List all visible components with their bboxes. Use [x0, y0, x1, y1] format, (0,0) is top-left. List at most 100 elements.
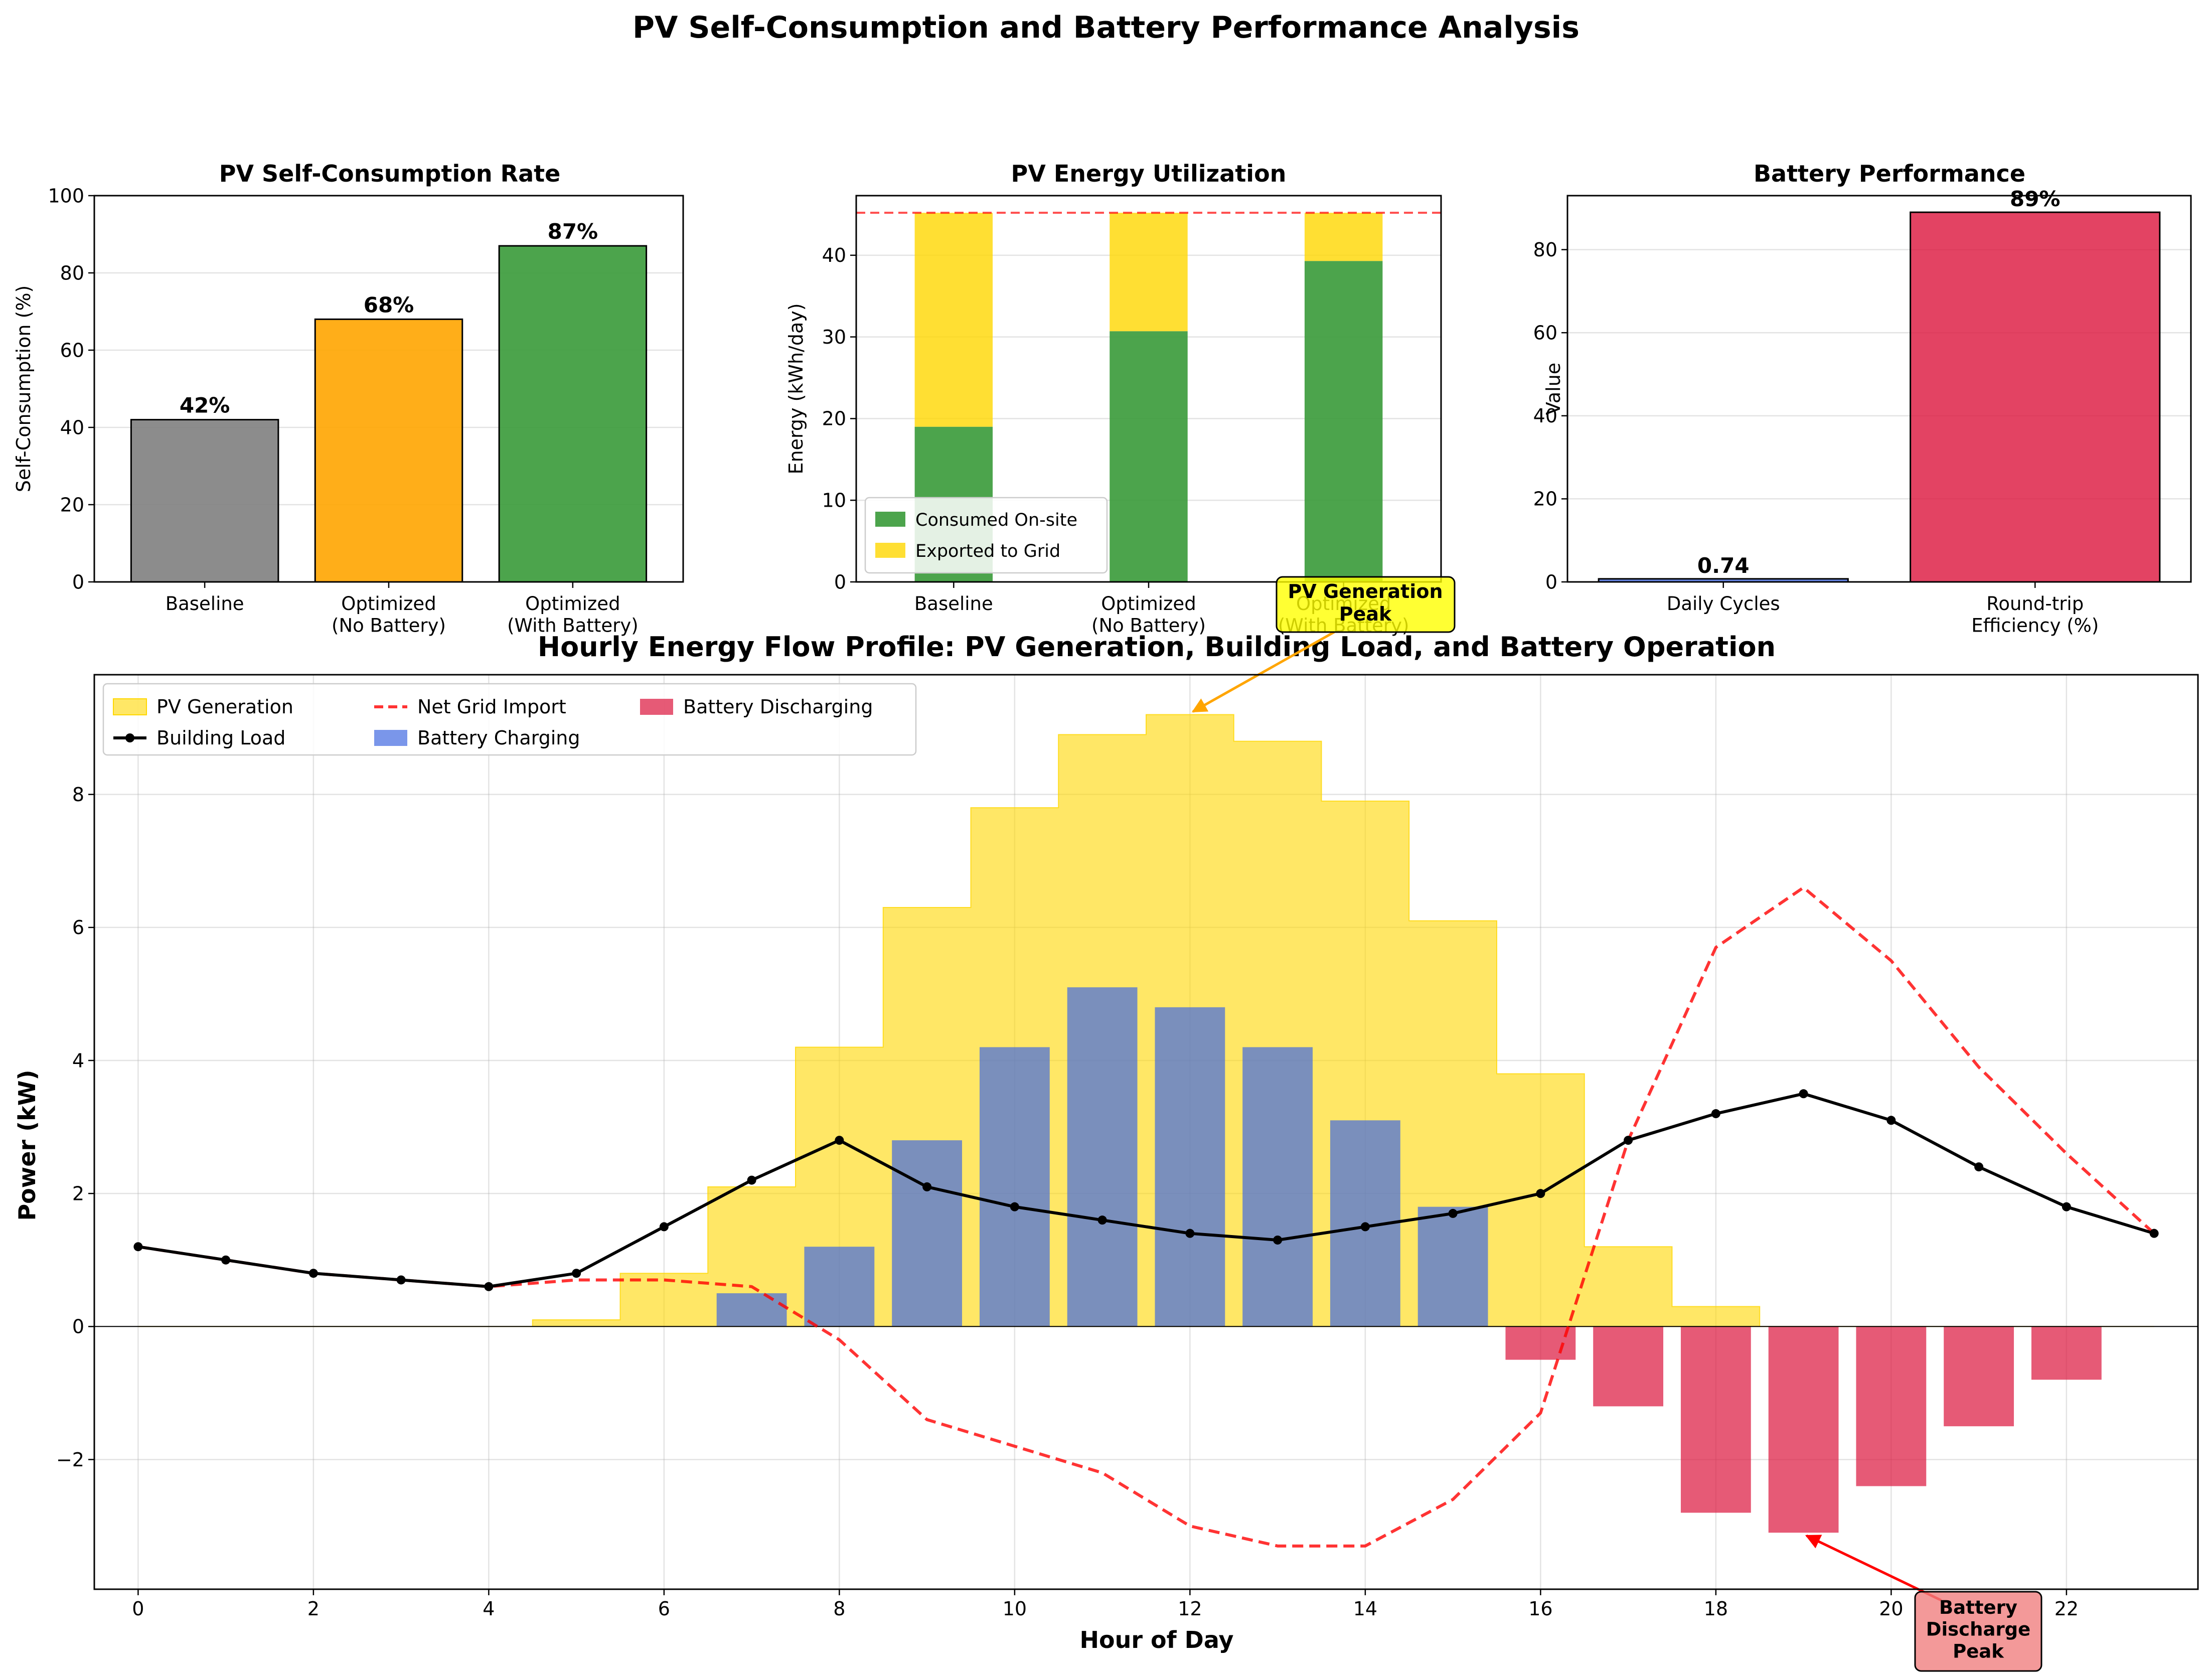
- panel4-building-load-point-20: [1886, 1116, 1896, 1125]
- panel4-battery-charging-bar-7: [716, 1293, 787, 1327]
- panel4-battery-discharging-bar-16: [1505, 1326, 1576, 1360]
- panel4-ytick-label: −2: [56, 1449, 84, 1471]
- panel1-data-label-0: 42%: [180, 393, 230, 418]
- panel4-battery-discharging-bar-22: [2031, 1326, 2102, 1380]
- panel3-data-label-0: 0.74: [1697, 553, 1750, 578]
- panel4-pv-peak-arrow: [1191, 631, 1335, 713]
- figure-title: PV Self-Consumption and Battery Performa…: [633, 10, 1579, 45]
- panel2-bar-consumed-1: [1110, 331, 1188, 582]
- panel4-building-load-line: [137, 1092, 2155, 1288]
- panel3-ytick-label: 60: [1533, 322, 1557, 344]
- panel4-legend-swatch-discharging: [640, 699, 673, 715]
- panel4-legend-swatch-pv: [113, 698, 147, 715]
- panel2-ytick-label: 10: [822, 490, 846, 512]
- panel4-battery-charging-bar-11: [1067, 987, 1138, 1327]
- hourly-energy-flow-chart: Hourly Energy Flow Profile: PV Generatio…: [14, 576, 2199, 1672]
- panel4-ytick-label: 2: [72, 1182, 84, 1204]
- panel1-frame: [93, 195, 684, 583]
- panel4-building-load-point-15: [1448, 1208, 1458, 1218]
- panel4-building-load-point-19: [1799, 1089, 1808, 1099]
- panel2-ytick-label: 40: [822, 244, 846, 266]
- panel1-ytick-label: 60: [60, 339, 84, 361]
- panel2-legend-label-exported: Exported to Grid: [915, 541, 1060, 561]
- panel2-ylabel: Energy (kWh/day): [785, 303, 807, 474]
- panel4-battery-charging-bar-9: [892, 1140, 963, 1327]
- panel4-xtick-label: 6: [658, 1598, 670, 1620]
- energy-utilization-chart: PV Energy Utilization Energy (kWh/day) 0…: [785, 160, 1442, 637]
- battery-performance-chart: Battery Performance Value 0 20 40 60 80 0.74 D…: [1533, 160, 2192, 637]
- panel4-xtick-label: 0: [132, 1598, 144, 1620]
- panel4-xtick-label: 2: [307, 1598, 320, 1620]
- panel4-building-load-point-18: [1711, 1109, 1720, 1119]
- panel4-title: Hourly Energy Flow Profile: PV Generatio…: [538, 631, 1776, 663]
- panel2-frame: [855, 195, 1442, 583]
- panel1-ytick-label: 100: [48, 185, 84, 207]
- panel3-ylabel: Value: [1542, 363, 1564, 415]
- panel2-ytick-label: 0: [834, 571, 846, 593]
- panel4-building-load-point-10: [1010, 1202, 1019, 1211]
- panel4-building-load-point-4: [484, 1282, 494, 1291]
- panel4-xlabel: Hour of Day: [1080, 1626, 1234, 1653]
- panel4-building-load-point-8: [835, 1136, 844, 1145]
- panel2-bar-exported-0: [914, 213, 993, 427]
- panel1-data-label-2: 87%: [548, 219, 598, 244]
- panel3-xtick-label-0: Daily Cycles: [1667, 593, 1780, 615]
- panel1-ytick-label: 40: [60, 416, 84, 438]
- panel4-ytick-label: 6: [72, 917, 84, 939]
- panel4-battery-discharging-bar-21: [1944, 1326, 2014, 1427]
- panel4-building-load-point-21: [1974, 1162, 1984, 1172]
- panel4-building-load-point-9: [922, 1182, 932, 1191]
- panel4-building-load-point-6: [659, 1222, 669, 1232]
- panel4-legend-label-discharging: Battery Discharging: [683, 696, 873, 718]
- panel2-xtick-label-1: Optimized (No Battery): [1091, 593, 1206, 637]
- panel1-xtick-label-0: Baseline: [166, 593, 244, 615]
- panel3-ytick-label: 80: [1533, 239, 1557, 261]
- panel3-ytick-label: 20: [1533, 488, 1557, 510]
- panel4-building-load-point-22: [2062, 1202, 2071, 1211]
- panel4-battery-discharging-bar-19: [1768, 1326, 1839, 1533]
- panel2-bar-exported-2: [1304, 213, 1383, 261]
- panel1-title: PV Self-Consumption Rate: [219, 160, 561, 187]
- panel4-xtick-label: 4: [483, 1598, 495, 1620]
- panel2-ytick-label: 20: [822, 408, 846, 430]
- panel4-battery-discharging-bar-17: [1593, 1326, 1664, 1407]
- panel4-battery-charging-bar-8: [804, 1247, 875, 1327]
- panel4-battery-charging-bar-13: [1242, 1047, 1313, 1327]
- panel1-xtick-label-2: Optimized (With Battery): [507, 593, 639, 637]
- panel4-legend-swatch-load-marker: [125, 733, 134, 742]
- panel3-frame: [1566, 195, 2192, 583]
- panel4-ylabel: Power (kW): [14, 1070, 41, 1221]
- panel4-ytick-label: 8: [72, 784, 84, 806]
- panel3-ytick-label: 0: [1545, 571, 1557, 593]
- self-consumption-chart: PV Self-Consumption Rate Self-Consumptio…: [13, 160, 684, 637]
- panel4-building-load-point-1: [221, 1255, 231, 1265]
- panel4-legend-label-load: Building Load: [156, 727, 285, 749]
- panel4-xtick-label: 18: [1704, 1598, 1728, 1620]
- panel4-building-load-point-11: [1097, 1215, 1107, 1225]
- panel2-legend-swatch-exported: [875, 543, 905, 558]
- panel4-legend-label-charging: Battery Charging: [417, 727, 580, 749]
- panel4-ytick-label: 4: [72, 1049, 84, 1072]
- panel2-legend-label-consumed: Consumed On-site: [915, 510, 1077, 530]
- panel4-building-load-point-17: [1624, 1136, 1633, 1145]
- panel2-bar-exported-1: [1110, 213, 1188, 332]
- panel2-xtick-label-0: Baseline: [914, 593, 993, 615]
- panel3-xtick-label-1: Round-trip Efficiency (%): [1971, 593, 2099, 637]
- panel4-battery-charging-bar-15: [1417, 1206, 1488, 1327]
- panel4-building-load-point-2: [308, 1269, 318, 1278]
- panel3-ytick-label: 40: [1533, 405, 1557, 427]
- panel4-legend-box: [102, 683, 917, 756]
- panel4-discharge-peak-box: [1914, 1591, 2042, 1672]
- panel4-xtick-label: 20: [1879, 1598, 1903, 1620]
- panel2-bar-consumed-2: [1304, 261, 1383, 582]
- panel4-legend-label-grid: Net Grid Import: [417, 696, 566, 718]
- panel4-building-load-point-5: [572, 1269, 581, 1278]
- panel1-ytick-label: 0: [72, 571, 84, 593]
- panel2-legend-box: [864, 497, 1108, 574]
- panel4-building-load-point-13: [1273, 1235, 1283, 1245]
- panel1-bar-1: [314, 318, 463, 583]
- panel4-battery-charging-bar-10: [979, 1047, 1050, 1327]
- panel3-bar-1: [1910, 211, 2161, 583]
- panel3-data-label-1: 89%: [2010, 187, 2061, 211]
